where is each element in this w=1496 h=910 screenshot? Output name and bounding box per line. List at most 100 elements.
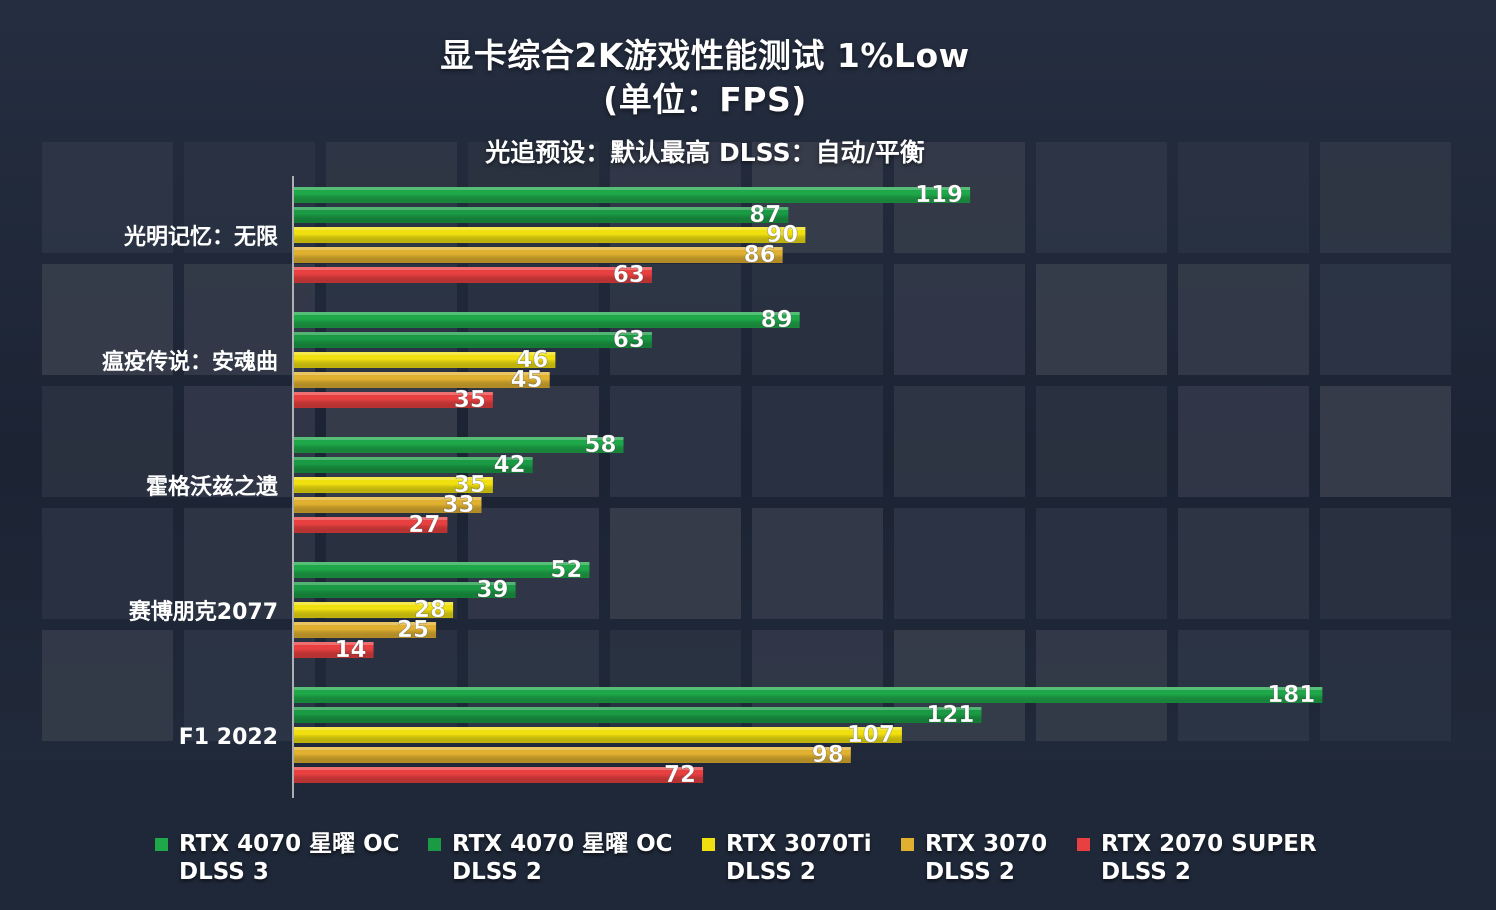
legend-swatch: [702, 838, 715, 851]
bar-highlight: [294, 457, 533, 460]
bar-group: 14: [294, 637, 374, 663]
bar-shading: [294, 227, 806, 243]
background-tile: [1320, 630, 1451, 741]
chart-title-line1: 显卡综合2K游戏性能测试 1%Low: [440, 36, 970, 75]
bar-highlight: [294, 602, 454, 605]
bar-highlight: [294, 687, 1323, 690]
bar-shading: [294, 247, 783, 263]
bar-shading: [294, 517, 448, 533]
data-label: 42: [494, 452, 526, 478]
bar-highlight: [294, 372, 550, 375]
bar-group: 63: [294, 262, 652, 288]
bar-group: 72: [294, 762, 704, 788]
bar-highlight: [294, 207, 789, 210]
bar-highlight: [294, 497, 482, 500]
background-tile: [1320, 508, 1451, 619]
background-tile: [42, 630, 173, 741]
legend-label-line2: DLSS 2: [1101, 859, 1191, 885]
bar-group: 45: [294, 367, 550, 393]
bar-group: 42: [294, 452, 533, 478]
data-label: 63: [613, 262, 645, 288]
chart-title: 显卡综合2K游戏性能测试 1%Low (单位：FPS): [0, 34, 1410, 122]
data-label: 27: [408, 512, 440, 538]
data-label: 181: [1267, 682, 1315, 708]
bar-group: 119: [294, 182, 971, 208]
background-tile: [42, 142, 173, 253]
bar-shading: [294, 267, 652, 283]
legend-swatch: [1077, 838, 1090, 851]
background-tile: [1036, 142, 1167, 253]
bar-group: 90: [294, 222, 806, 248]
bar-shading: [294, 352, 556, 368]
bar-shading: [294, 437, 624, 453]
data-label: 87: [749, 202, 781, 228]
bar-shading: [294, 332, 652, 348]
background-tile: [1320, 386, 1451, 497]
background-tile: [894, 264, 1025, 375]
bar-highlight: [294, 187, 971, 190]
data-label: 90: [766, 222, 798, 248]
bar-group: 28: [294, 597, 454, 623]
data-label: 45: [511, 367, 543, 393]
legend-label: RTX 3070 DLSS 2: [925, 830, 1047, 886]
bar-highlight: [294, 477, 493, 480]
background-tile: [1036, 386, 1167, 497]
bar-highlight: [294, 267, 652, 270]
background-tile: [752, 508, 883, 619]
background-tile: [42, 508, 173, 619]
data-label: 28: [414, 597, 446, 623]
background-tile: [1178, 264, 1309, 375]
bar-group: 181: [294, 682, 1323, 708]
legend-label-line1: RTX 2070 SUPER: [1101, 831, 1317, 857]
bar-highlight: [294, 517, 448, 520]
category-label: F1 2022: [179, 725, 278, 750]
data-label: 25: [397, 617, 429, 643]
bar-highlight: [294, 352, 556, 355]
chart-title-line2: (单位：FPS): [603, 80, 807, 119]
bar-shading: [294, 457, 533, 473]
bar-highlight: [294, 332, 652, 335]
background-tile: [894, 508, 1025, 619]
bar-group: 35: [294, 387, 493, 413]
bar-highlight: [294, 622, 437, 625]
bar-group: 86: [294, 242, 783, 268]
background-tile: [1178, 508, 1309, 619]
bar-shading: [294, 687, 1323, 703]
background-tile: [42, 264, 173, 375]
data-label: 39: [477, 577, 509, 603]
bar-group: 121: [294, 702, 982, 728]
bar-shading: [294, 747, 851, 763]
bar-highlight: [294, 747, 851, 750]
data-label: 72: [664, 762, 696, 788]
bar-group: 89: [294, 307, 800, 333]
bar-shading: [294, 642, 374, 658]
data-label: 35: [454, 472, 486, 498]
background-tile: [894, 386, 1025, 497]
legend-label: RTX 3070Ti DLSS 2: [726, 830, 872, 886]
legend-swatch: [155, 838, 168, 851]
bar-shading: [294, 372, 550, 388]
data-label: 14: [335, 637, 367, 663]
bar-highlight: [294, 437, 624, 440]
data-label: 58: [585, 432, 617, 458]
legend-label-line2: DLSS 2: [452, 859, 542, 885]
background-tile: [1178, 386, 1309, 497]
bar-highlight: [294, 727, 902, 730]
legend-label-line1: RTX 4070 星曜 OC: [452, 831, 673, 857]
bar-group: 25: [294, 617, 437, 643]
legend-label-line2: DLSS 3: [179, 859, 269, 885]
legend-label-line1: RTX 3070: [925, 831, 1048, 857]
bar-shading: [294, 562, 590, 578]
bar-highlight: [294, 392, 493, 395]
background-tile: [1320, 142, 1451, 253]
bar-shading: [294, 602, 454, 618]
data-label: 86: [744, 242, 776, 268]
bar-shading: [294, 727, 902, 743]
bar-group: 58: [294, 432, 624, 458]
data-label: 33: [442, 492, 474, 518]
background-tile: [1178, 142, 1309, 253]
legend-label-line2: DLSS 2: [726, 859, 816, 885]
background-tile: [752, 386, 883, 497]
background-tile: [610, 508, 741, 619]
legend-label-line1: RTX 4070 星曜 OC: [179, 831, 400, 857]
